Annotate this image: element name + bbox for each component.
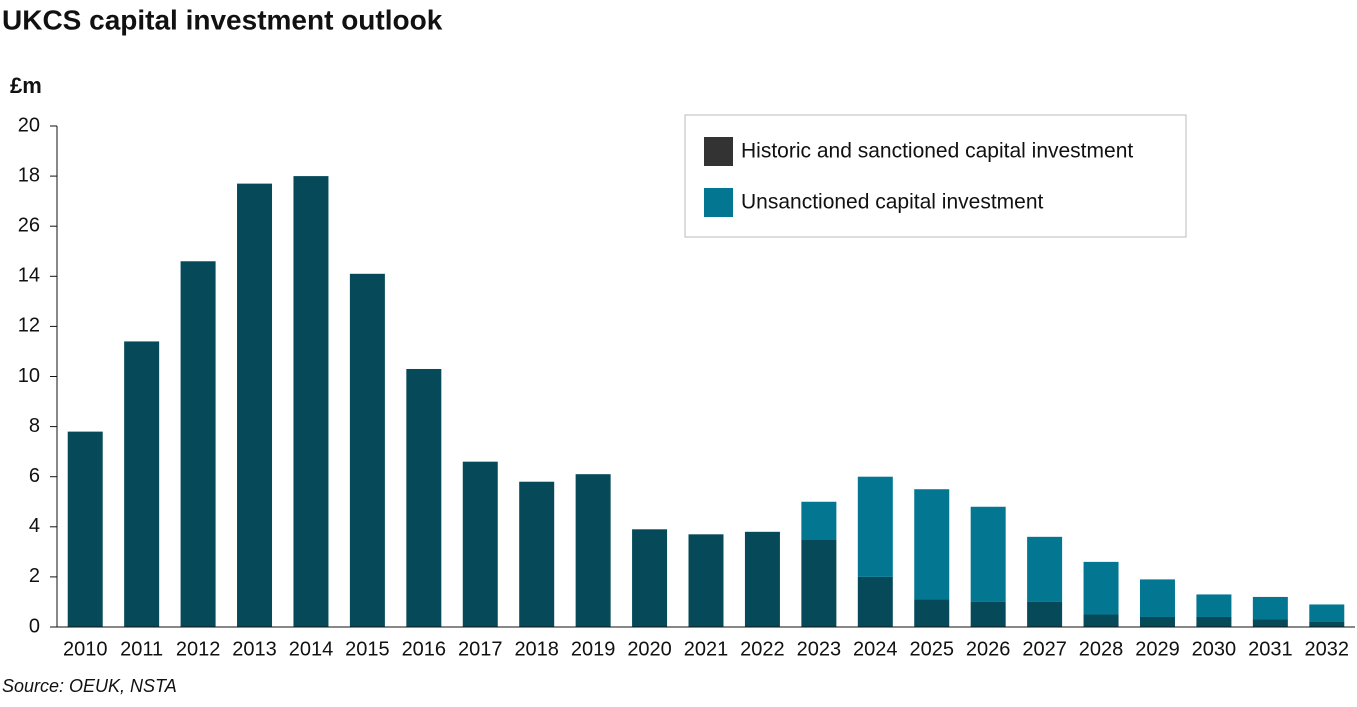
bar-segment — [406, 368, 442, 627]
x-tick-label: 2022 — [740, 638, 785, 660]
y-tick-label: 20 — [18, 114, 40, 136]
bar-segment — [857, 476, 893, 577]
x-tick-label: 2024 — [853, 638, 898, 660]
x-tick-label: 2032 — [1305, 638, 1350, 660]
x-tick-label: 2012 — [176, 638, 221, 660]
bar-segment — [124, 341, 160, 627]
bar-segment — [857, 576, 893, 627]
x-tick-label: 2025 — [909, 638, 954, 660]
bar-segment — [801, 539, 837, 627]
bar-segment — [575, 474, 611, 627]
x-tick-label: 2016 — [402, 638, 447, 660]
bar-segment — [970, 601, 1006, 627]
y-axis-label: £m — [10, 73, 42, 98]
bar-segment — [180, 261, 216, 627]
bar-segment — [519, 481, 555, 627]
bar-segment — [1027, 601, 1063, 627]
x-tick-label: 2018 — [514, 638, 559, 660]
legend-swatch — [704, 137, 733, 166]
bar-segment — [1309, 604, 1345, 622]
y-tick-label: 26 — [18, 214, 40, 236]
bar-segment — [1139, 616, 1175, 627]
bar-segment — [914, 599, 950, 627]
bar-segment — [632, 529, 668, 627]
bar-segment — [1083, 614, 1119, 627]
y-tick-label: 0 — [29, 615, 40, 637]
y-tick-label: 2 — [29, 565, 40, 587]
y-tick-label: 12 — [18, 315, 40, 337]
bar-segment — [1196, 594, 1232, 617]
x-tick-label: 2028 — [1079, 638, 1124, 660]
x-tick-label: 2023 — [797, 638, 842, 660]
bar-segment — [744, 531, 780, 627]
bar-segment — [801, 501, 837, 540]
y-tick-label: 10 — [18, 365, 40, 387]
x-tick-label: 2031 — [1248, 638, 1293, 660]
x-tick-label: 2021 — [684, 638, 729, 660]
x-tick-label: 2017 — [458, 638, 503, 660]
y-tick-label: 18 — [18, 164, 40, 186]
y-tick-label: 14 — [18, 265, 40, 287]
x-tick-label: 2026 — [966, 638, 1011, 660]
y-tick-label: 8 — [29, 415, 40, 437]
bar-segment — [237, 183, 273, 628]
legend-label: Unsanctioned capital investment — [741, 191, 1044, 214]
x-tick-label: 2014 — [289, 638, 334, 660]
bar-segment — [688, 534, 724, 627]
x-tick-label: 2013 — [232, 638, 277, 660]
x-tick-label: 2027 — [1022, 638, 1067, 660]
bar-segment — [914, 489, 950, 600]
bar-segment — [1196, 616, 1232, 627]
bar-segment — [462, 461, 498, 627]
bar-segment — [1083, 561, 1119, 615]
x-tick-label: 2015 — [345, 638, 390, 660]
legend-swatch — [704, 188, 733, 217]
x-tick-label: 2020 — [627, 638, 672, 660]
bar-segment — [1027, 536, 1063, 602]
chart-title: UKCS capital investment outlook — [2, 4, 443, 35]
x-tick-label: 2011 — [120, 638, 163, 660]
bar-segment — [293, 176, 329, 627]
bar-segment — [970, 506, 1006, 602]
bar-segment — [1252, 619, 1288, 627]
legend-label: Historic and sanctioned capital investme… — [741, 140, 1133, 163]
x-tick-label: 2010 — [63, 638, 108, 660]
bar-segment — [67, 431, 103, 627]
source: Source: OEUK, NSTA — [2, 676, 177, 696]
x-tick-label: 2029 — [1135, 638, 1180, 660]
bar-segment — [349, 273, 385, 627]
bar-segment — [1309, 621, 1345, 627]
legend-box — [684, 114, 1187, 238]
x-tick-label: 2019 — [571, 638, 616, 660]
bar-segment — [1139, 579, 1175, 617]
y-tick-label: 4 — [29, 515, 40, 537]
y-tick-label: 6 — [29, 465, 40, 487]
bar-segment — [1252, 596, 1288, 620]
x-tick-label: 2030 — [1192, 638, 1237, 660]
